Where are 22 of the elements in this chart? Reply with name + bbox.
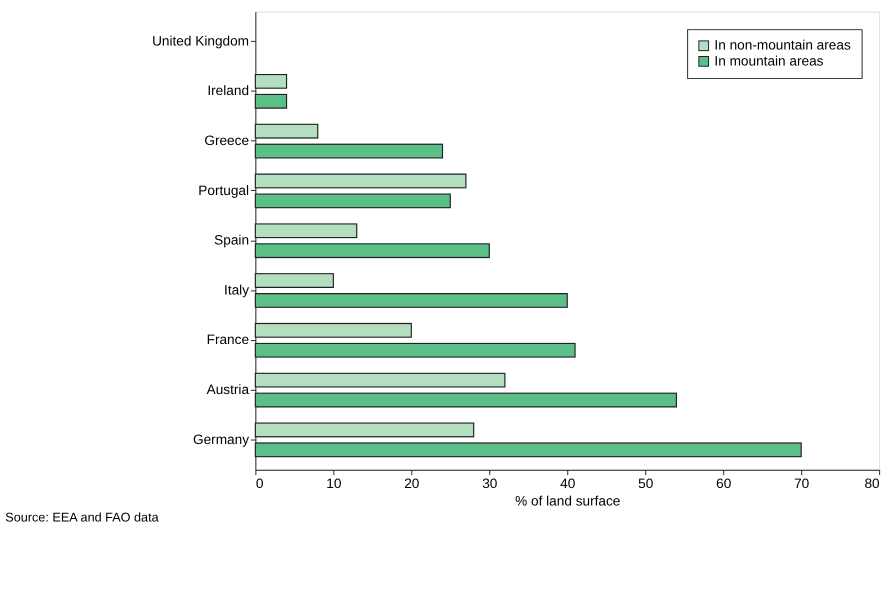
y-tick-label: Austria: [206, 382, 250, 397]
y-tick-label: Italy: [224, 282, 250, 298]
y-tick-label: Greece: [204, 133, 250, 148]
x-tick-label: 80: [864, 476, 880, 491]
x-tick-label: 40: [560, 476, 576, 491]
y-tick-label: Spain: [214, 232, 250, 248]
y-tick-label: France: [206, 332, 250, 348]
x-axis-title: % of land surface: [515, 493, 620, 508]
source-note: Source: EEA and FAO data: [5, 510, 160, 524]
y-tick-label: Germany: [192, 432, 250, 447]
x-tick-label: 30: [482, 476, 498, 491]
legend-label: In mountain areas: [714, 53, 824, 68]
x-tick-label: 20: [404, 476, 420, 491]
legend-label: In non-mountain areas: [714, 38, 851, 53]
x-tick-label: 70: [794, 476, 810, 491]
y-tick-label: United Kingdom: [152, 33, 250, 48]
x-tick-label: 50: [638, 476, 654, 491]
x-tick-label: 10: [326, 476, 342, 491]
x-tick-label: 60: [716, 476, 732, 491]
x-tick-label: 0: [256, 476, 264, 491]
y-tick-label: Portugal: [198, 182, 250, 198]
y-tick-label: Ireland: [207, 83, 250, 98]
